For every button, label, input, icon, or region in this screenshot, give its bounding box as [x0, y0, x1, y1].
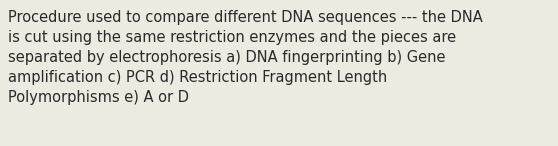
Text: Procedure used to compare different DNA sequences --- the DNA
is cut using the s: Procedure used to compare different DNA … — [8, 10, 483, 105]
